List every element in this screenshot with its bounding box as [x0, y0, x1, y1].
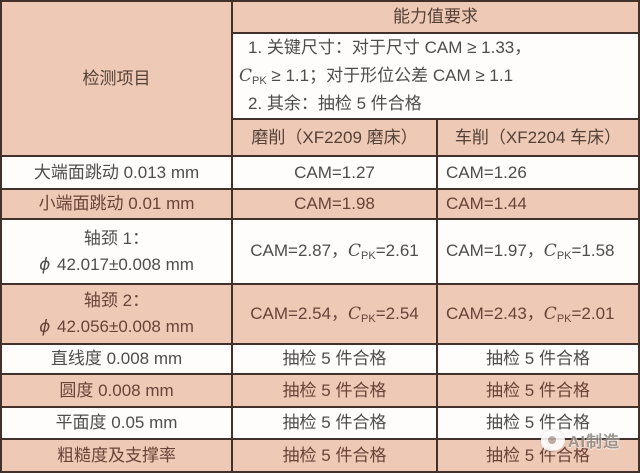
grind-value: CAM=2.87，CPK=2.61: [250, 241, 419, 263]
row-label-cell: 轴颈 2： ϕ 42.056±0.008 mm: [2, 285, 231, 343]
row-label-cell: 圆度 0.008 mm: [2, 375, 231, 406]
row-label-cell: 平面度 0.05 mm: [2, 408, 231, 438]
grind-value-cell: 抽检 5 件合格: [233, 408, 436, 438]
row-label-line1: 轴颈 2：: [83, 291, 150, 310]
capability-requirement-header-cell: 能力值要求: [233, 2, 638, 32]
turn-value: CAM=2.43，CPK=2.01: [446, 303, 615, 325]
turn-value-cell: CAM=1.44: [438, 190, 638, 218]
grind-value: 抽检 5 件合格: [282, 349, 387, 369]
turn-value: 抽检 5 件合格: [486, 445, 590, 465]
row-label-line1: 轴颈 1：: [83, 228, 150, 248]
turn-value-cell: 抽检 5 件合格: [438, 375, 638, 406]
turn-value-cell: 抽检 5 件合格: [438, 408, 638, 438]
turn-value-cell: CAM=2.43，CPK=2.01: [438, 285, 638, 343]
row-label: 直线度 0.008 mm: [50, 349, 183, 369]
grind-value: 抽检 5 件合格: [282, 413, 387, 433]
grind-value-cell: CAM=1.27: [233, 157, 436, 188]
turn-value: 抽检 5 件合格: [486, 380, 590, 400]
grind-value: 抽检 5 件合格: [282, 445, 387, 465]
turn-value: 抽检 5 件合格: [486, 349, 590, 369]
row-label: 圆度 0.008 mm: [59, 380, 174, 400]
grind-value: CAM=1.98: [294, 194, 375, 214]
phi-symbol: ϕ: [39, 317, 51, 337]
row-label: 小端面跳动 0.01 mm: [38, 194, 195, 214]
turn-value: CAM=1.26: [446, 162, 527, 182]
grind-value-cell: 抽检 5 件合格: [233, 375, 436, 406]
row-label-cell: 小端面跳动 0.01 mm: [2, 190, 231, 218]
turning-machine-header-cell: 车削（XF2204 车床）: [438, 120, 638, 155]
grind-value-cell: CAM=1.98: [233, 190, 436, 218]
grind-value-cell: 抽检 5 件合格: [233, 440, 436, 471]
grind-value-cell: CAM=2.54，CPK=2.54: [233, 285, 436, 343]
inspection-items-header-cell: 检测项目: [2, 2, 231, 155]
turn-value-cell: 抽检 5 件合格: [438, 440, 638, 471]
turn-value-cell: CAM=1.26: [438, 157, 638, 188]
capability-requirement-note-cell: 1. 关键尺寸：对于尺寸 CAM ≥ 1.33， CPK ≥ 1.1；对于形位公…: [233, 34, 638, 118]
row-label: 大端面跳动 0.013 mm: [33, 162, 200, 182]
requirement-line-2: CPK ≥ 1.1；对于形位公差 CAM ≥ 1.1: [239, 66, 514, 87]
row-label-cell: 轴颈 1： ϕ 42.017±0.008 mm: [2, 220, 231, 283]
row-label-line2: ϕ 42.017±0.008 mm: [39, 254, 194, 275]
turn-value-cell: CAM=1.97，CPK=1.58: [438, 220, 638, 283]
row-label-line2: ϕ 42.056±0.008 mm: [39, 317, 194, 337]
requirement-line-1: 1. 关键尺寸：对于尺寸 CAM ≥ 1.33，: [248, 38, 532, 57]
row-label-cell: 大端面跳动 0.013 mm: [2, 157, 231, 188]
requirement-line-3: 2. 其余：抽检 5 件合格: [248, 94, 422, 113]
row-label: 平面度 0.05 mm: [55, 413, 178, 433]
grinding-machine-header-label: 磨削（XF2209 磨床）: [251, 127, 418, 147]
turn-value-cell: 抽检 5 件合格: [438, 345, 638, 373]
turn-value: CAM=1.44: [446, 194, 527, 214]
row-label-cell: 直线度 0.008 mm: [2, 345, 231, 373]
row-label: 粗糙度及支撑率: [57, 445, 176, 465]
grind-value: CAM=2.54，CPK=2.54: [250, 303, 419, 325]
grind-value: CAM=1.27: [294, 162, 375, 182]
inspection-items-header-label: 检测项目: [82, 68, 151, 88]
row-label-cell: 粗糙度及支撑率: [2, 440, 231, 471]
grind-value-cell: 抽检 5 件合格: [233, 345, 436, 373]
turn-value: CAM=1.97，CPK=1.58: [446, 241, 615, 263]
phi-symbol: ϕ: [39, 254, 51, 275]
grinding-machine-header-cell: 磨削（XF2209 磨床）: [233, 120, 436, 155]
grind-value: 抽检 5 件合格: [282, 380, 387, 400]
capability-requirement-header-label: 能力值要求: [393, 7, 478, 27]
turning-machine-header-label: 车削（XF2204 车床）: [454, 127, 622, 147]
turn-value: 抽检 5 件合格: [486, 413, 590, 433]
grind-value-cell: CAM=2.87，CPK=2.61: [233, 220, 436, 283]
